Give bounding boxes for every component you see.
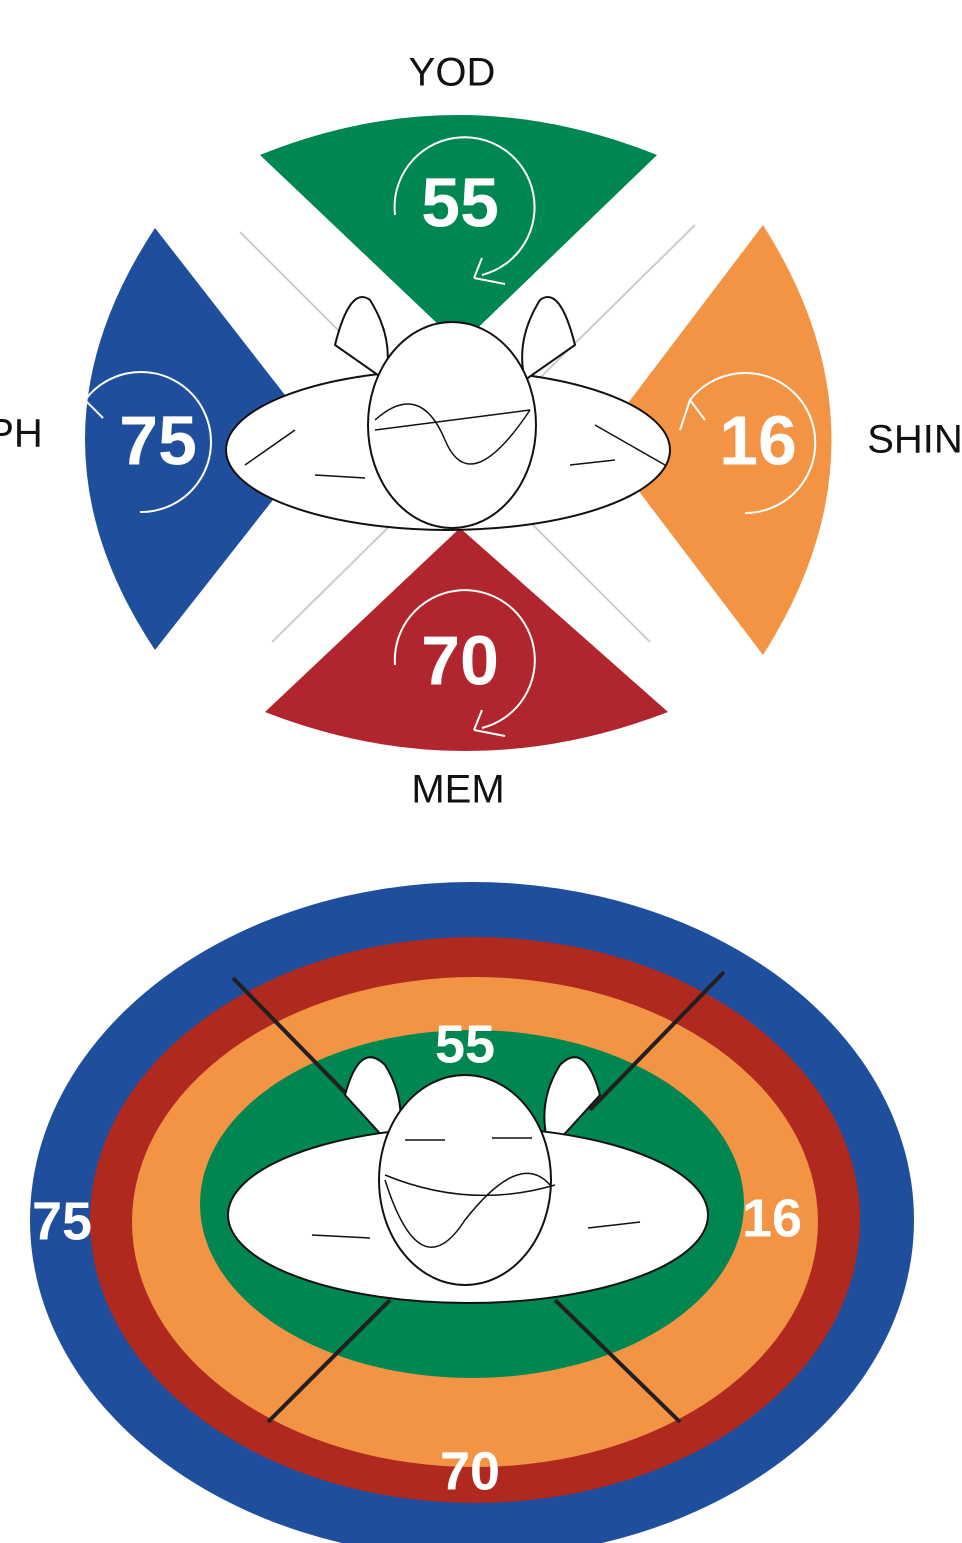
ring-value: 75 — [32, 1191, 92, 1251]
figure-head — [379, 1075, 551, 1285]
quadrant-label: MEM — [411, 768, 504, 812]
figure-head — [368, 322, 536, 528]
quadrant-label: PH — [0, 412, 43, 456]
quadrant-value: 70 — [421, 621, 499, 699]
quadrant-value: 75 — [119, 401, 197, 479]
quadrant-label: SHIN — [867, 418, 962, 462]
figure-hand — [522, 297, 575, 380]
quadrant-label: YOD — [409, 51, 496, 95]
diagram: YOD SHIN MEM PH 55 16 70 75 75 70 16 55 — [0, 0, 962, 1543]
ring-value: 70 — [440, 1441, 500, 1501]
ring-value: 55 — [435, 1014, 495, 1074]
ring-value: 16 — [742, 1188, 802, 1248]
top-diagram: YOD SHIN MEM PH 55 16 70 75 — [0, 51, 962, 812]
figure-hand — [335, 297, 388, 380]
bottom-diagram: 75 70 16 55 — [30, 882, 914, 1543]
quadrant-value: 55 — [421, 163, 499, 241]
quadrant-value: 16 — [719, 401, 797, 479]
page: YOD SHIN MEM PH 55 16 70 75 75 70 16 55 … — [0, 0, 962, 1543]
